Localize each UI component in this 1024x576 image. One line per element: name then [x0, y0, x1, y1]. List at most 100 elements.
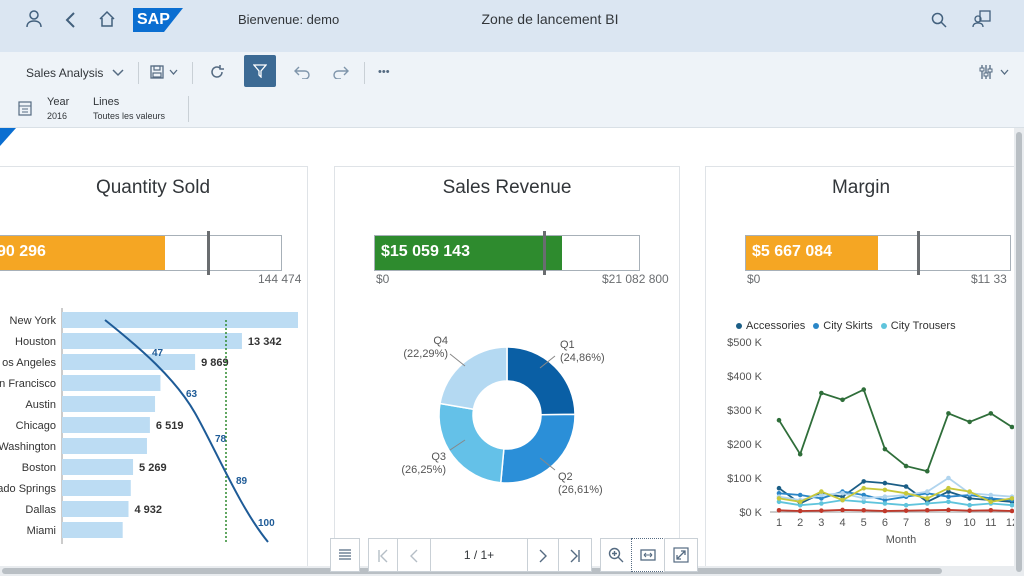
margin-fill: [746, 236, 878, 270]
x-tick-label: 12: [1006, 517, 1014, 529]
document-name[interactable]: Sales Analysis: [26, 66, 104, 80]
data-point: [882, 446, 888, 452]
revenue-card[interactable]: Sales Revenue: [334, 166, 680, 576]
search-icon[interactable]: [931, 12, 947, 28]
quantity-max: 144 474: [258, 272, 302, 286]
y-tick-label: $0 K: [739, 507, 762, 519]
outline-button[interactable]: [330, 538, 360, 572]
data-point: [882, 487, 888, 493]
value-label: 9 869: [201, 357, 229, 369]
data-point: [946, 494, 951, 499]
page-number-input[interactable]: 1 / 1+: [430, 538, 528, 572]
list-icon: [339, 549, 351, 560]
revenue-bullet: $15 059 143: [374, 231, 640, 275]
undo-icon[interactable]: [294, 65, 310, 79]
welcome-text: Bienvenue: demo: [238, 12, 340, 27]
pareto-label: 63: [186, 389, 198, 400]
slice-percent: (24,86%): [560, 352, 605, 364]
category-label: New York: [10, 315, 57, 327]
legend-item[interactable]: City Skirts: [813, 320, 873, 332]
filter-lines[interactable]: Lines Toutes les valeurs: [93, 96, 165, 121]
category-label: Dallas: [25, 504, 56, 516]
data-point: [819, 489, 824, 494]
refresh-icon[interactable]: [209, 64, 225, 80]
x-tick-label: 4: [839, 517, 845, 529]
filter-label: Lines: [93, 96, 120, 108]
settings-sliders-icon[interactable]: [978, 64, 994, 80]
filter-year[interactable]: Year 2016: [47, 96, 69, 121]
shell-bar: SAP Bienvenue: demo Zone de lancement BI: [0, 0, 1024, 52]
legend-item[interactable]: Accessories: [736, 320, 805, 332]
pareto-label: 89: [236, 476, 248, 487]
back-icon[interactable]: [64, 11, 76, 29]
quantity-card[interactable]: Quantity Sold: [0, 166, 308, 576]
revenue-fill: [375, 236, 563, 270]
data-point: [819, 508, 824, 513]
fit-page-button[interactable]: [631, 538, 665, 572]
data-point: [946, 475, 951, 481]
data-point: [988, 411, 994, 416]
chevron-down-icon[interactable]: [112, 69, 124, 77]
donut-slice: [506, 346, 576, 416]
leader-line: [539, 355, 556, 369]
bar: [62, 522, 123, 538]
user-settings-icon[interactable]: [972, 10, 992, 28]
series-line: [778, 499, 1013, 507]
series-line: [778, 388, 1013, 473]
data-point: [967, 419, 972, 425]
y-tick-label: $500 K: [727, 337, 763, 349]
zoom-in-button[interactable]: [600, 538, 632, 572]
revenue-donut-chart: Q1(24,86%) Q2(26,61%) Q3(26,25%) Q4(22,29%): [401, 335, 605, 496]
margin-card[interactable]: Margin: [705, 166, 1014, 576]
save-icon[interactable]: [150, 65, 164, 79]
category-label: Boston: [22, 462, 56, 474]
filter-button[interactable]: [244, 55, 276, 87]
y-tick-label: $400 K: [727, 371, 763, 383]
data-point: [797, 499, 803, 505]
data-point: [903, 484, 909, 489]
data-point: [1009, 502, 1014, 508]
leader-line: [449, 353, 466, 367]
x-tick-label: 5: [861, 517, 867, 529]
redo-icon[interactable]: [333, 65, 349, 79]
home-icon[interactable]: [98, 10, 116, 28]
x-tick-label: 8: [924, 517, 930, 529]
user-icon[interactable]: [26, 10, 42, 28]
data-point: [967, 496, 972, 501]
scrollbar-thumb[interactable]: [1016, 132, 1022, 572]
next-page-button[interactable]: [527, 538, 559, 572]
x-tick-label: 11: [985, 517, 996, 529]
category-label: ado Springs: [0, 483, 56, 495]
category-label: Washington: [0, 441, 56, 453]
corner-marker: [0, 128, 16, 146]
first-page-button[interactable]: [368, 538, 398, 572]
previous-page-button[interactable]: [397, 538, 431, 572]
category-label: n Francisco: [0, 378, 56, 390]
slice-percent: (26,61%): [558, 484, 603, 496]
save-chevron-icon[interactable]: [169, 69, 178, 75]
series-line: [778, 487, 1013, 503]
vertical-scrollbar[interactable]: [1014, 128, 1024, 576]
divider: [188, 96, 189, 122]
margin-max: $11 33: [971, 272, 1007, 286]
data-point: [988, 508, 994, 513]
last-page-button[interactable]: [558, 538, 592, 572]
data-point: [967, 489, 972, 494]
x-tick-label: 3: [818, 517, 824, 529]
card-title: Sales Revenue: [442, 177, 572, 198]
chevron-down-icon[interactable]: [1000, 69, 1009, 75]
data-point: [840, 494, 845, 499]
chevron-left-icon: [410, 549, 418, 563]
more-button[interactable]: •••: [378, 66, 390, 78]
page-navigator: 1 / 1+: [330, 538, 698, 572]
pareto-label: 100: [258, 518, 275, 529]
x-tick-label: 7: [903, 517, 909, 529]
value-label: 13 342: [248, 336, 282, 348]
data-point: [776, 496, 782, 501]
data-point: [861, 485, 867, 491]
data-point: [903, 491, 909, 496]
donut-slice: [439, 346, 508, 411]
bar: [62, 480, 131, 496]
legend-item[interactable]: City Trousers: [880, 320, 956, 332]
fullscreen-button[interactable]: [664, 538, 698, 572]
